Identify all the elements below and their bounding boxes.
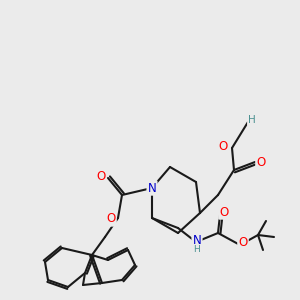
Text: O: O	[106, 212, 116, 226]
Text: N: N	[148, 182, 156, 194]
Text: O: O	[256, 155, 266, 169]
Text: O: O	[219, 140, 228, 152]
Text: O: O	[96, 170, 106, 184]
Text: N: N	[193, 235, 201, 248]
Text: O: O	[219, 206, 229, 218]
Text: O: O	[238, 236, 247, 250]
Text: H: H	[248, 115, 256, 125]
Text: H: H	[194, 245, 200, 254]
